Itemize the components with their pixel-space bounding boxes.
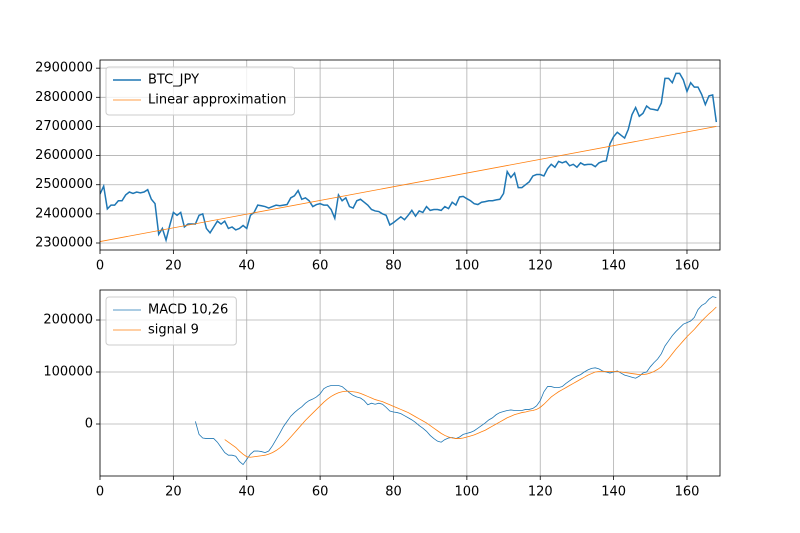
legend-label: Linear approximation xyxy=(148,93,286,108)
legend-label: MACD 10,26 xyxy=(148,303,228,318)
axes: 0 20 40 60 80 100 120 140 160 2300000 2400000 25000… xyxy=(35,59,721,274)
axes: 0 20 40 60 80 100 120 140 160 0 100000 200000 MACD 1… xyxy=(43,289,721,500)
y-tick-label: 2500000 xyxy=(35,177,93,192)
x-tick-label: 80 xyxy=(385,259,402,274)
x-tick-label: 160 xyxy=(675,259,700,274)
y-tick-label: 100000 xyxy=(43,365,93,380)
x-tick-label: 140 xyxy=(601,485,626,500)
x-tick-label: 60 xyxy=(312,485,329,500)
legend-box xyxy=(105,66,295,116)
x-tick-label: 120 xyxy=(528,259,553,274)
y-tick-label: 2300000 xyxy=(35,236,93,251)
x-tick-label: 0 xyxy=(96,259,104,274)
legend-box xyxy=(105,296,237,346)
x-tick-label: 20 xyxy=(165,485,182,500)
y-tick-label: 2600000 xyxy=(35,148,93,163)
series-line xyxy=(100,126,717,242)
x-tick-label: 120 xyxy=(528,485,553,500)
x-tick-label: 160 xyxy=(675,485,700,500)
x-tick-label: 140 xyxy=(601,259,626,274)
x-tick-label: 20 xyxy=(165,259,182,274)
x-tick-label: 40 xyxy=(238,485,255,500)
legend-label: signal 9 xyxy=(148,323,199,338)
y-tick-label: 200000 xyxy=(43,313,93,328)
legend: MACD 10,26 signal 9 xyxy=(105,296,237,346)
x-tick-label: 0 xyxy=(96,485,104,500)
y-tick-label: 0 xyxy=(85,417,93,432)
x-tick-label: 60 xyxy=(312,259,329,274)
axes-frame xyxy=(99,59,721,251)
legend-label: BTC_JPY xyxy=(148,73,199,88)
legend: BTC_JPY Linear approximation xyxy=(105,66,295,116)
series-line xyxy=(194,296,717,466)
series-line xyxy=(224,306,717,458)
y-tick-label: 2400000 xyxy=(35,206,93,221)
x-tick-label: 100 xyxy=(454,485,479,500)
y-tick-label: 2800000 xyxy=(35,90,93,105)
x-tick-label: 40 xyxy=(238,259,255,274)
y-tick-label: 2900000 xyxy=(35,61,93,76)
x-tick-label: 100 xyxy=(454,259,479,274)
y-tick-label: 2700000 xyxy=(35,119,93,134)
series-line xyxy=(100,72,718,243)
x-tick-label: 80 xyxy=(385,485,402,500)
axes-frame xyxy=(99,289,721,477)
